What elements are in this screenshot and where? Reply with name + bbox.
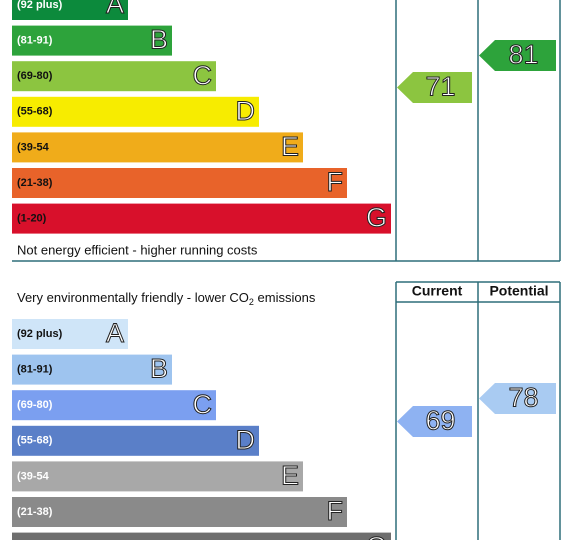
band-letter: B (150, 25, 168, 55)
rating-band (12, 61, 216, 92)
rating-arrow (479, 383, 556, 414)
header-current: Current (412, 283, 463, 299)
band-letter: A (106, 318, 124, 348)
band-letter: C (193, 389, 213, 419)
rating-band (12, 0, 128, 20)
intro-sub: 2 (249, 297, 254, 307)
rating-value: 71 (425, 72, 455, 102)
band-letter: D (236, 425, 256, 455)
band-range: (92 plus) (17, 328, 63, 340)
band-range: (69-80) (17, 399, 53, 411)
band-letter: F (327, 496, 344, 526)
rating-value: 81 (508, 40, 538, 70)
band-range: (39-54 (17, 470, 50, 482)
band-range: (92 plus) (17, 0, 63, 11)
rating-band (12, 132, 303, 163)
band-letter: F (327, 167, 344, 197)
rating-arrow (479, 40, 556, 71)
band-letter: D (236, 96, 256, 126)
band-letter: B (150, 354, 168, 384)
footer-note: Not energy efficient - higher running co… (17, 242, 258, 257)
band-range: (55-68) (17, 106, 53, 118)
rating-band (12, 96, 259, 127)
rating-band (12, 425, 259, 456)
rating-value: 78 (508, 383, 538, 413)
band-range: (21-38) (17, 506, 53, 518)
band-range: (69-80) (17, 70, 53, 82)
rating-band (12, 25, 172, 56)
band-range: (39-54 (17, 141, 50, 153)
band-letter: G (366, 532, 387, 540)
rating-band (12, 319, 128, 349)
band-range: (81-91) (17, 364, 53, 376)
band-letter: G (366, 203, 387, 233)
header-potential: Potential (489, 283, 548, 299)
band-range: (21-38) (17, 177, 53, 189)
intro-text: Very environmentally friendly - lower CO (17, 290, 249, 305)
rating-arrow (397, 72, 472, 103)
rating-band (12, 497, 347, 527)
rating-band (12, 203, 391, 234)
band-letter: E (281, 132, 299, 162)
intro-text: emissions (254, 290, 316, 305)
rating-band (12, 168, 347, 198)
band-range: (55-68) (17, 435, 53, 447)
rating-arrow (397, 406, 472, 437)
intro-note: Very environmentally friendly - lower CO… (17, 290, 316, 307)
rating-band (12, 390, 216, 421)
band-letter: E (281, 461, 299, 491)
band-range: (1-20) (17, 213, 47, 225)
rating-band (12, 532, 391, 540)
band-range: (81-91) (17, 35, 53, 47)
rating-band (12, 354, 172, 385)
band-letter: A (106, 0, 124, 19)
rating-band (12, 461, 303, 492)
band-letter: C (193, 60, 213, 90)
rating-value: 69 (425, 406, 455, 436)
